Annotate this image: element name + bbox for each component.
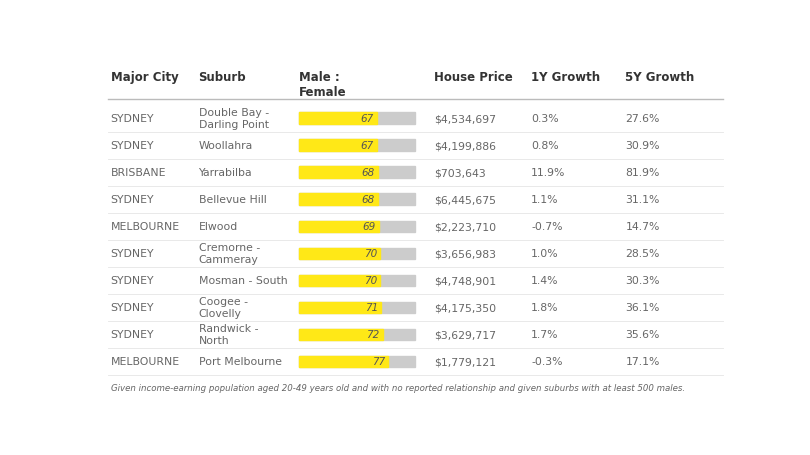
Text: SYDNEY: SYDNEY	[111, 141, 154, 151]
Text: $4,534,697: $4,534,697	[434, 114, 496, 124]
Text: $6,445,675: $6,445,675	[434, 195, 496, 205]
Bar	[299, 113, 415, 125]
Text: 69: 69	[363, 222, 376, 232]
Text: Mosman - South: Mosman - South	[198, 276, 288, 286]
Text: 1.7%: 1.7%	[531, 330, 559, 340]
Bar	[299, 140, 377, 152]
Text: $2,223,710: $2,223,710	[434, 222, 496, 232]
Text: Suburb: Suburb	[198, 71, 246, 83]
Text: Port Melbourne: Port Melbourne	[198, 357, 282, 367]
Text: BRISBANE: BRISBANE	[111, 168, 166, 178]
Text: Male :
Female: Male : Female	[299, 71, 347, 98]
Text: 68: 68	[361, 168, 375, 178]
Text: SYDNEY: SYDNEY	[111, 249, 154, 259]
Bar	[299, 302, 415, 313]
Text: 0.3%: 0.3%	[531, 114, 559, 124]
Text: Double Bay -
Darling Point: Double Bay - Darling Point	[198, 108, 269, 130]
Text: 68: 68	[361, 195, 375, 205]
Text: 28.5%: 28.5%	[625, 249, 660, 259]
Text: SYDNEY: SYDNEY	[111, 303, 154, 313]
Text: 70: 70	[364, 276, 377, 286]
Text: 11.9%: 11.9%	[531, 168, 565, 178]
Text: Given income-earning population aged 20-49 years old and with no reported relati: Given income-earning population aged 20-…	[111, 383, 684, 392]
Text: Cremorne -
Cammeray: Cremorne - Cammeray	[198, 243, 260, 265]
Text: 1.1%: 1.1%	[531, 195, 559, 205]
Bar	[299, 356, 415, 368]
Text: 30.9%: 30.9%	[625, 141, 660, 151]
Text: Coogee -
Clovelly: Coogee - Clovelly	[198, 297, 248, 318]
Text: 72: 72	[366, 330, 379, 340]
Text: 1.0%: 1.0%	[531, 249, 559, 259]
Text: Major City: Major City	[111, 71, 178, 83]
Text: Bellevue Hill: Bellevue Hill	[198, 195, 266, 205]
Bar	[299, 194, 378, 206]
Text: SYDNEY: SYDNEY	[111, 276, 154, 286]
Bar	[299, 221, 379, 233]
Text: $4,175,350: $4,175,350	[434, 303, 496, 313]
Text: -0.7%: -0.7%	[531, 222, 563, 232]
Bar	[299, 248, 415, 259]
Text: 35.6%: 35.6%	[625, 330, 660, 340]
Text: 70: 70	[364, 249, 377, 259]
Bar	[299, 221, 415, 233]
Text: 81.9%: 81.9%	[625, 168, 660, 178]
Bar	[299, 167, 415, 179]
Text: $3,656,983: $3,656,983	[434, 249, 496, 259]
Text: 77: 77	[372, 357, 386, 367]
Text: -0.3%: -0.3%	[531, 357, 563, 367]
Bar	[299, 275, 380, 287]
Text: Elwood: Elwood	[198, 222, 238, 232]
Text: Yarrabilba: Yarrabilba	[198, 168, 252, 178]
Text: 1.8%: 1.8%	[531, 303, 559, 313]
Text: 27.6%: 27.6%	[625, 114, 660, 124]
Text: 5Y Growth: 5Y Growth	[625, 71, 695, 83]
Text: SYDNEY: SYDNEY	[111, 195, 154, 205]
Bar	[299, 329, 415, 340]
Text: Woollahra: Woollahra	[198, 141, 253, 151]
Text: Randwick -
North: Randwick - North	[198, 324, 258, 346]
Text: 36.1%: 36.1%	[625, 303, 660, 313]
Bar	[299, 167, 378, 179]
Bar	[299, 194, 415, 206]
Text: 67: 67	[360, 114, 373, 124]
Text: $3,629,717: $3,629,717	[434, 330, 496, 340]
Text: 30.3%: 30.3%	[625, 276, 660, 286]
Text: 71: 71	[365, 303, 378, 313]
Bar	[299, 140, 415, 152]
Text: 31.1%: 31.1%	[625, 195, 660, 205]
Text: MELBOURNE: MELBOURNE	[111, 357, 180, 367]
Bar	[299, 113, 377, 125]
Text: MELBOURNE: MELBOURNE	[111, 222, 180, 232]
Text: 1Y Growth: 1Y Growth	[531, 71, 600, 83]
Text: 1.4%: 1.4%	[531, 276, 559, 286]
Text: SYDNEY: SYDNEY	[111, 330, 154, 340]
Text: 17.1%: 17.1%	[625, 357, 660, 367]
Bar	[299, 329, 382, 340]
Text: $703,643: $703,643	[434, 168, 486, 178]
Text: 14.7%: 14.7%	[625, 222, 660, 232]
Text: 67: 67	[360, 141, 373, 151]
Text: House Price: House Price	[434, 71, 513, 83]
Bar	[299, 356, 389, 368]
Bar	[299, 248, 380, 259]
Bar	[299, 275, 415, 287]
Text: $4,199,886: $4,199,886	[434, 141, 496, 151]
Bar	[299, 302, 382, 313]
Text: $4,748,901: $4,748,901	[434, 276, 496, 286]
Text: SYDNEY: SYDNEY	[111, 114, 154, 124]
Text: $1,779,121: $1,779,121	[434, 357, 496, 367]
Text: 0.8%: 0.8%	[531, 141, 559, 151]
